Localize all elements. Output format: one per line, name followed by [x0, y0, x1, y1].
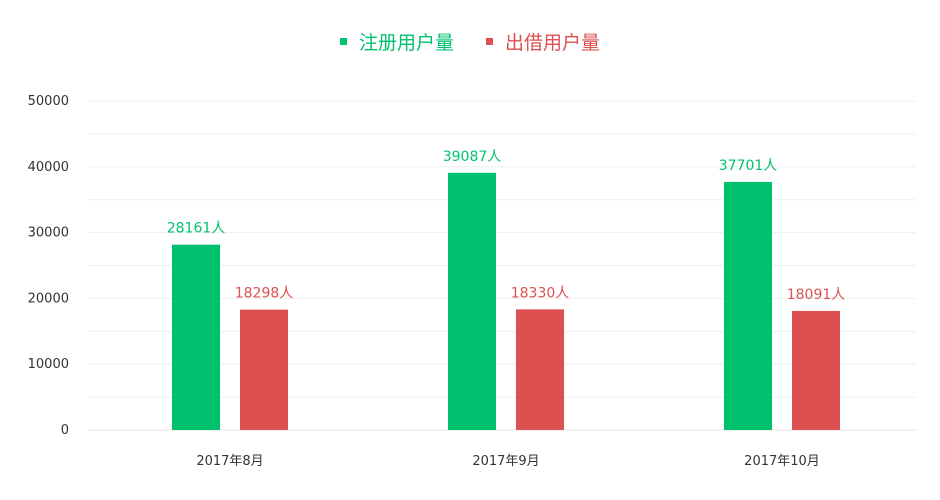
bar-lending[interactable]: [792, 310, 840, 430]
bar-registered[interactable]: [724, 181, 772, 430]
x-tick-label: 2017年9月: [472, 454, 539, 469]
legend-swatch-registered: [339, 38, 347, 45]
data-label: 28161人: [167, 221, 226, 237]
data-label: 39087人: [443, 149, 502, 165]
y-tick-label: 50000: [28, 94, 69, 109]
bar-registered[interactable]: [448, 172, 496, 430]
data-label: 37701人: [719, 158, 778, 174]
legend-label-registered: 注册用户量: [358, 32, 454, 54]
x-tick-label: 2017年10月: [744, 454, 820, 469]
bar-registered[interactable]: [172, 244, 220, 430]
x-tick-label: 2017年8月: [196, 454, 263, 469]
legend-swatch-lending: [486, 38, 493, 45]
y-tick-label: 30000: [28, 226, 69, 241]
legend-item-registered[interactable]: 注册用户量: [339, 28, 454, 55]
bar-lending[interactable]: [516, 309, 564, 430]
bar-lending[interactable]: [240, 309, 288, 430]
y-tick-label: 20000: [28, 291, 69, 306]
y-tick-label: 0: [61, 423, 69, 438]
data-label: 18091人: [787, 287, 846, 303]
data-label: 18330人: [511, 285, 570, 301]
legend-label-lending: 出借用户量: [505, 32, 601, 54]
y-tick-label: 10000: [28, 357, 69, 372]
data-label: 18298人: [235, 286, 294, 302]
legend: 注册用户量 出借用户量: [0, 28, 940, 55]
y-tick-label: 40000: [28, 160, 69, 175]
legend-item-lending[interactable]: 出借用户量: [486, 28, 600, 55]
